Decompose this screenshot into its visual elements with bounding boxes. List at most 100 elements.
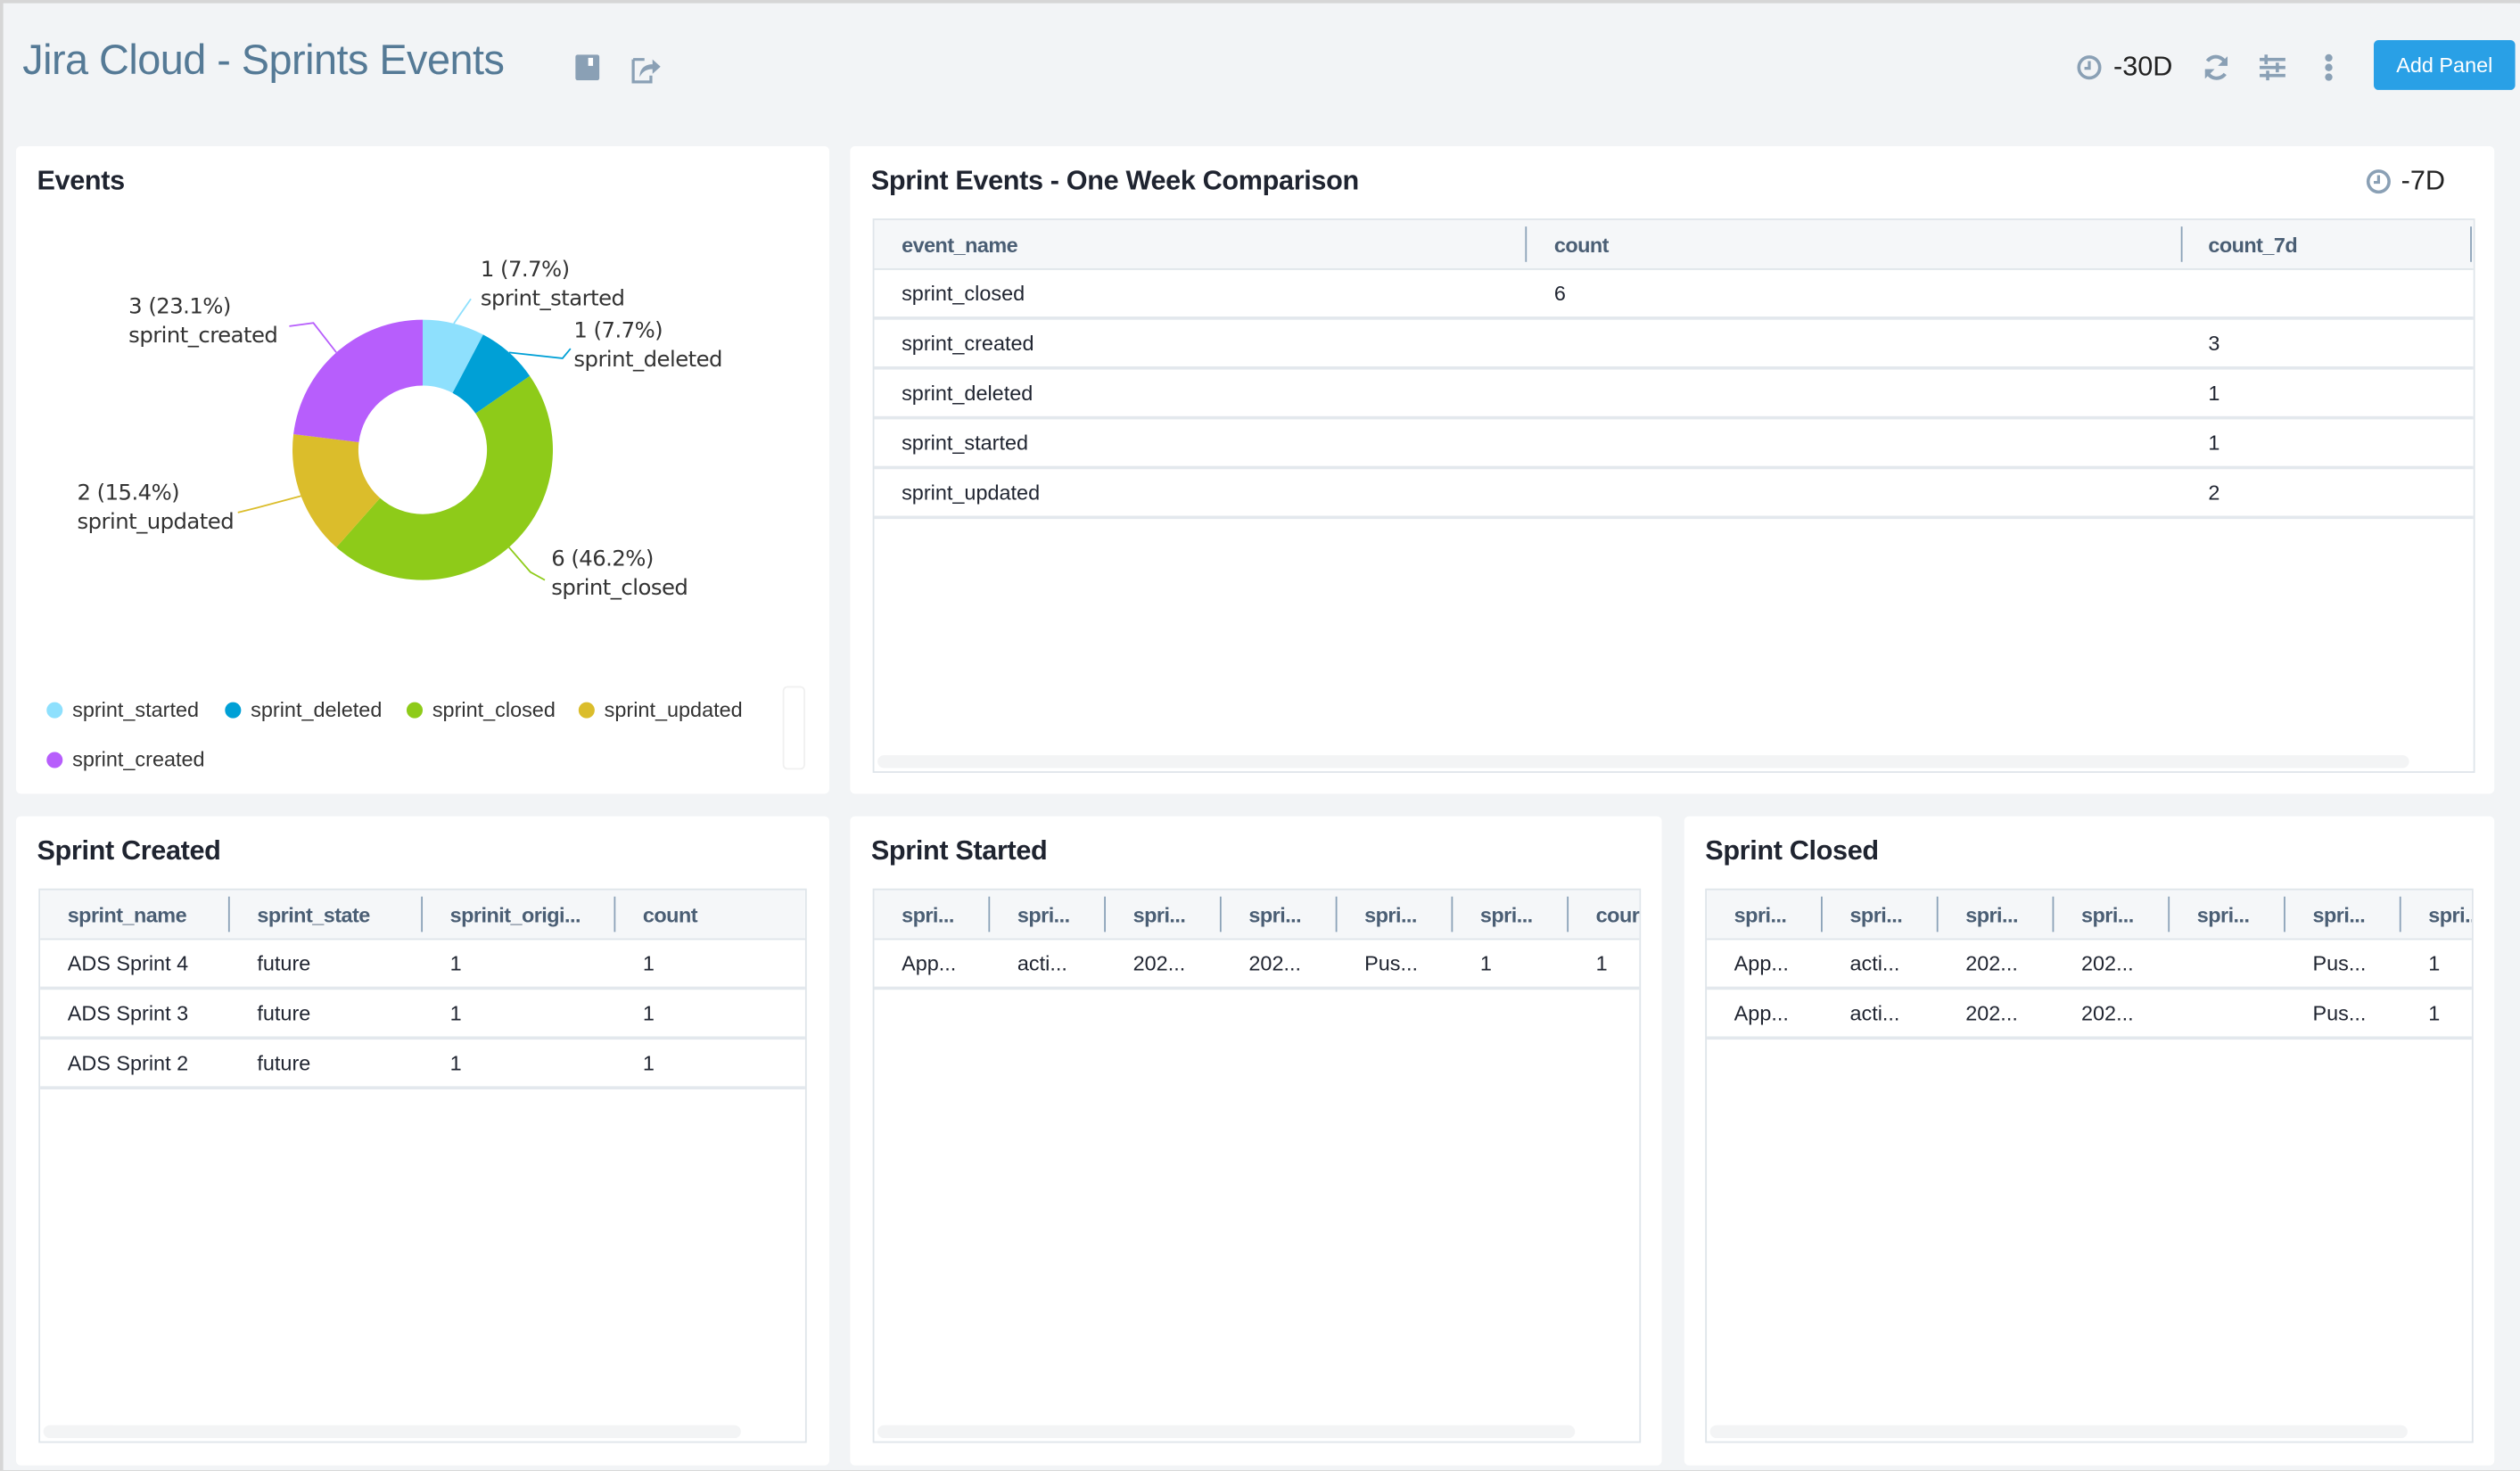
refresh-icon[interactable] [2202, 53, 2230, 81]
horizontal-scrollbar[interactable] [877, 1425, 1576, 1439]
column-header[interactable]: spri... [1017, 902, 1070, 927]
legend-item-sprint-closed[interactable]: sprint_closed [406, 697, 556, 721]
table-row[interactable]: ADS Sprint 4 future 1 1 [40, 940, 805, 990]
sprint-created-table: sprint_name sprint_state sprinit_origi... c… [38, 888, 807, 1443]
column-header[interactable]: spri... [902, 902, 954, 927]
table-cell: App... [1734, 950, 1789, 975]
legend-item-sprint-deleted[interactable]: sprint_deleted [225, 697, 382, 721]
column-header[interactable]: sprinit_origi... [449, 902, 581, 927]
data-label-sprint-started: 1 (7.7%) sprint_started [480, 257, 625, 312]
legend-item-sprint-created[interactable]: sprint_created [46, 747, 205, 771]
table-cell: 202... [2080, 1000, 2134, 1025]
more-vertical-icon[interactable] [2324, 53, 2334, 81]
column-resize-handle[interactable] [1219, 896, 1222, 933]
column-resize-handle[interactable] [1936, 896, 1939, 933]
column-header[interactable]: spri... [2428, 902, 2472, 927]
table-row[interactable]: sprint_updated 2 [874, 469, 2474, 520]
column-resize-handle[interactable] [421, 896, 424, 933]
column-header[interactable]: count_7d [2208, 233, 2298, 258]
column-resize-handle[interactable] [227, 896, 230, 933]
panel-title: Events [37, 165, 125, 196]
column-header[interactable]: sprint_name [67, 902, 187, 927]
table-cell: future [257, 1000, 311, 1025]
column-header[interactable]: count [642, 902, 698, 927]
slice-sprint-created[interactable] [293, 319, 424, 442]
table-row[interactable]: sprint_deleted 1 [874, 370, 2474, 420]
table-cell: ADS Sprint 3 [67, 1000, 189, 1025]
column-resize-handle[interactable] [1104, 896, 1106, 933]
column-resize-handle[interactable] [2399, 896, 2401, 933]
column-resize-handle[interactable] [1451, 896, 1454, 933]
slice-sprint-updated[interactable] [292, 434, 381, 547]
column-resize-handle[interactable] [2470, 226, 2472, 262]
legend-item-sprint-updated[interactable]: sprint_updated [578, 697, 743, 722]
share-icon[interactable] [631, 54, 661, 84]
column-header[interactable]: spri... [1364, 902, 1417, 927]
column-resize-handle[interactable] [988, 896, 991, 933]
table-row[interactable]: ADS Sprint 3 future 1 1 [40, 990, 805, 1040]
column-header[interactable]: spri... [1248, 902, 1302, 927]
column-resize-handle[interactable] [1525, 226, 1528, 262]
legend-scrollbar[interactable] [782, 686, 805, 770]
column-resize-handle[interactable] [2180, 226, 2183, 262]
sprint-closed-panel: Sprint Closed spri... spri... spri... spri.… [1684, 816, 2495, 1466]
column-header[interactable]: spri... [1965, 902, 2018, 927]
legend-marker [578, 701, 595, 718]
leader-line [453, 298, 472, 325]
clock-icon[interactable] [2366, 168, 2392, 194]
column-resize-handle[interactable] [1821, 896, 1823, 933]
slice-sprint-closed[interactable] [336, 375, 553, 580]
table-cell: sprint_created [902, 331, 1034, 356]
column-header[interactable]: spri... [2080, 902, 2134, 927]
column-resize-handle[interactable] [614, 896, 616, 933]
column-header[interactable]: event_name [902, 233, 1018, 258]
column-resize-handle[interactable] [804, 896, 805, 933]
legend-label: sprint_updated [604, 697, 743, 722]
table-cell: Pus... [2312, 1000, 2367, 1025]
table-row[interactable]: sprint_closed 6 [874, 270, 2474, 320]
table-cell: acti... [1849, 950, 1900, 975]
table-cell: 1 [449, 950, 462, 975]
time-range[interactable]: -30D [2113, 51, 2173, 82]
panel-title: Sprint Events - One Week Comparison [870, 165, 1359, 196]
column-resize-handle[interactable] [1335, 896, 1338, 933]
horizontal-scrollbar[interactable] [43, 1425, 741, 1439]
column-header[interactable]: spri... [1479, 902, 1533, 927]
data-label-sprint-updated: 2 (15.4%) sprint_updated [77, 480, 235, 536]
table-cell: 202... [1965, 1000, 2018, 1025]
column-header[interactable]: spri... [1132, 902, 1186, 927]
donut-chart [237, 298, 572, 581]
column-resize-handle[interactable] [2284, 896, 2285, 933]
column-header[interactable]: count [1553, 233, 1610, 258]
table-row[interactable]: sprint_started 1 [874, 419, 2474, 470]
column-header[interactable]: sprint_state [257, 902, 370, 927]
table-row[interactable]: App... acti... 202... 202... Pus... 1 [1707, 940, 2472, 990]
column-header[interactable]: cour [1595, 902, 1640, 927]
data-label-sprint-deleted: 1 (7.7%) sprint_deleted [573, 317, 722, 374]
sprint-started-table: spri... spri... spri... spri... spri... spri.… [872, 888, 1642, 1443]
table-row[interactable]: App... acti... 202... 202... Pus... 1 1 [874, 940, 1640, 990]
data-label-sprint-closed: 6 (46.2%) sprint_closed [551, 546, 688, 602]
table-row[interactable]: App... acti... 202... 202... Pus... 1 [1707, 990, 2472, 1040]
column-header[interactable]: spri... [2312, 902, 2366, 927]
panel-time-range[interactable]: -7D [2401, 165, 2446, 196]
column-header[interactable]: spri... [1734, 902, 1787, 927]
add-panel-button[interactable]: Add Panel [2373, 40, 2516, 90]
filter-sliders-icon[interactable] [2258, 53, 2286, 81]
column-resize-handle[interactable] [2168, 896, 2170, 933]
table-row[interactable]: ADS Sprint 2 future 1 1 [40, 1040, 805, 1089]
clock-icon[interactable] [2077, 54, 2103, 80]
column-resize-handle[interactable] [1567, 896, 1569, 933]
slice-sprint-started[interactable] [423, 319, 483, 393]
horizontal-scrollbar[interactable] [877, 755, 2409, 768]
slice-sprint-deleted[interactable] [452, 334, 531, 414]
table-cell: App... [902, 950, 957, 975]
legend-item-sprint-started[interactable]: sprint_started [46, 697, 199, 721]
column-header[interactable]: spri... [2196, 902, 2250, 927]
events-panel: Events 1 (7.7%) sprint_started 1 (7.7%) sp… [16, 146, 829, 794]
horizontal-scrollbar[interactable] [1709, 1425, 2408, 1439]
column-header[interactable]: spri... [1849, 902, 1903, 927]
column-resize-handle[interactable] [2052, 896, 2055, 933]
save-icon[interactable] [575, 54, 600, 81]
table-row[interactable]: sprint_created 3 [874, 320, 2474, 370]
